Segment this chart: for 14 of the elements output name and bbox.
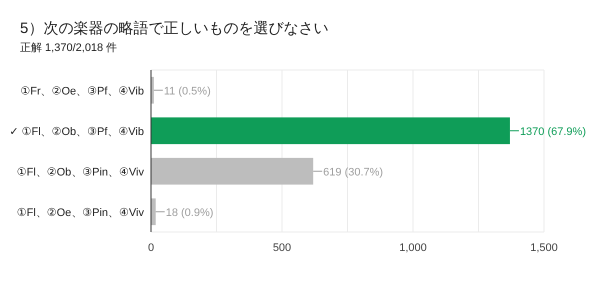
y-tick-label: ①Fr、②Oe、③Pf、④Vib <box>20 85 144 98</box>
x-tick-label: 500 <box>272 242 292 254</box>
data-label: 18 (0.9%) <box>166 206 214 219</box>
data-label: 11 (0.5%) <box>164 85 211 98</box>
x-tick-label: 0 <box>148 242 154 254</box>
chart-subtitle: 正解 1,370/2,018 件 <box>20 42 118 54</box>
y-tick-label: ①Fl、②Oe、③Pin、④Viv <box>16 206 144 219</box>
x-tick-label: 1,000 <box>399 242 427 254</box>
x-tick-label: 1,500 <box>530 242 558 254</box>
chart-title: 5）次の楽器の略語で正しいものを選びなさい <box>20 20 328 37</box>
data-label: 619 (30.7%) <box>323 166 384 178</box>
data-label: 1370 (67.9%) <box>520 126 586 138</box>
y-tick-label: ①Fl、②Ob、③Pin、④Viv <box>16 166 144 178</box>
y-tick-label: ✓ ①Fl、②Ob、③Pf、④Vib <box>9 126 144 138</box>
